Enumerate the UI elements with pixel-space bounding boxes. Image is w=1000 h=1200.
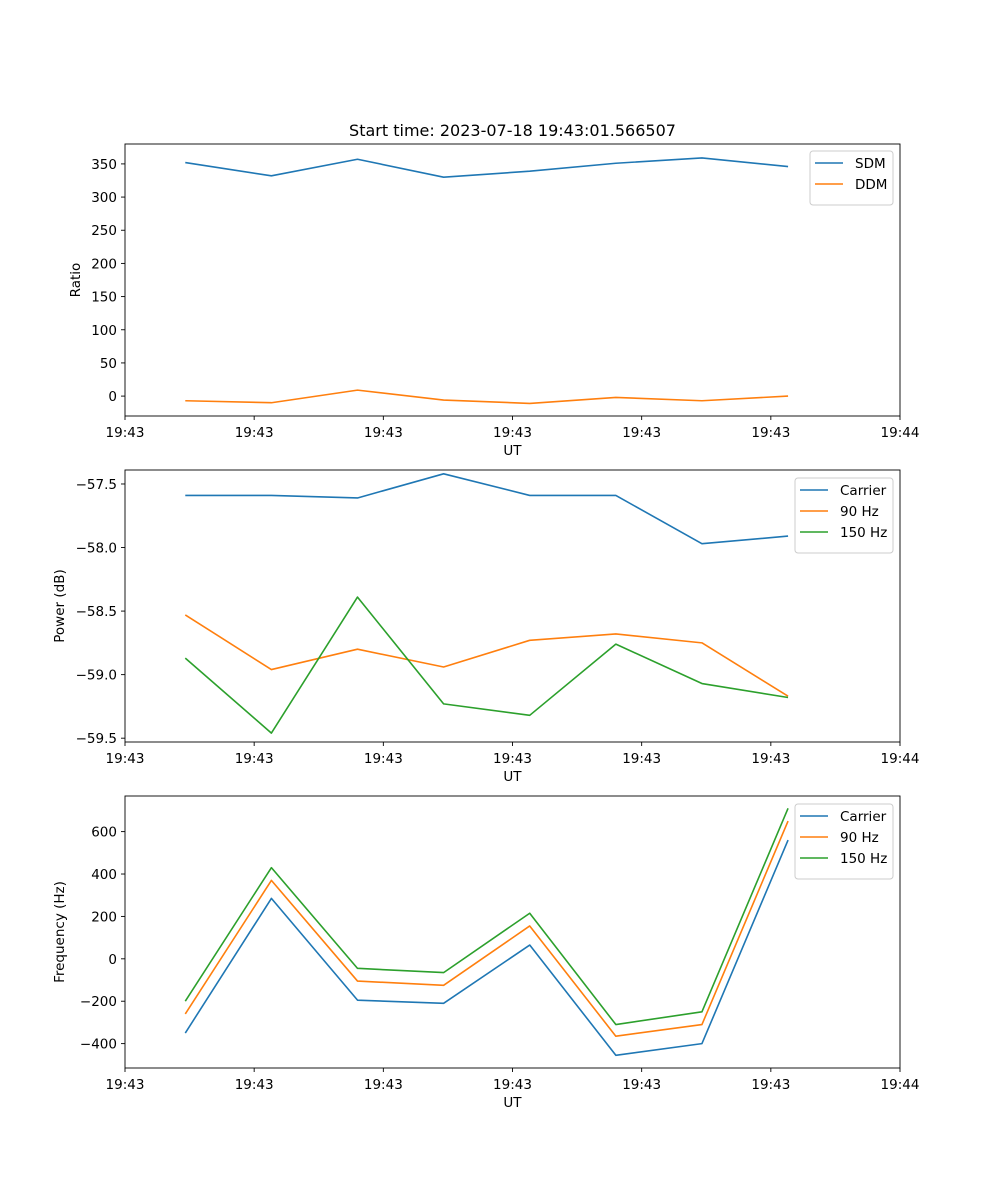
x-tick-label: 19:43 [364, 425, 403, 441]
axes-frame [124, 469, 901, 743]
chart-panel-3: 19:43 19:43 19:43 19:43 19:43 19:43 19:44 −400 −… [52, 795, 920, 1111]
x-tick-label: 19:44 [881, 751, 920, 767]
x-tick-label: 19:43 [235, 751, 274, 767]
y-tick-label: −59.0 [76, 668, 117, 684]
x-tick-label: 19:43 [751, 425, 790, 441]
legend-box [794, 803, 894, 880]
y-tick-label: 250 [91, 223, 117, 239]
x-tick-label: 19:43 [751, 751, 790, 767]
x-tick-label: 19:43 [622, 751, 661, 767]
x-tick-label: 19:43 [493, 1077, 532, 1093]
x-tick-label: 19:43 [493, 425, 532, 441]
x-tick-label: 19:44 [881, 425, 920, 441]
y-tick-label: −400 [80, 1037, 117, 1053]
y-tick-label: 300 [91, 190, 117, 206]
legend-label: SDM [855, 156, 886, 172]
x-tick-label: 19:43 [106, 751, 145, 767]
x-tick-label: 19:43 [235, 425, 274, 441]
y-tick-label: 200 [91, 909, 117, 925]
axes-frame [124, 795, 901, 1069]
y-tick-label: 600 [91, 825, 117, 841]
x-tick-label: 19:43 [364, 751, 403, 767]
x-axis-label: UT [503, 443, 522, 459]
series-line-150-hz [184, 596, 789, 734]
x-axis-label: UT [503, 769, 522, 785]
x-axis-label: UT [503, 1095, 522, 1111]
x-tick-label: 19:43 [235, 1077, 274, 1093]
legend: SDM DDM [809, 150, 894, 206]
axes-frame [124, 143, 901, 417]
chart-panel-1: Start time: 2023-07-18 19:43:01.566507 19… [68, 121, 919, 459]
y-tick-label: −58.0 [76, 541, 117, 557]
legend: Carrier 90 Hz 150 Hz [794, 477, 894, 554]
legend-label: 150 Hz [840, 525, 887, 541]
legend-label: Carrier [840, 483, 887, 499]
y-tick-label: 100 [91, 323, 117, 339]
legend-label: 90 Hz [840, 504, 879, 520]
legend-label: 150 Hz [840, 851, 887, 867]
series-line-90-hz [184, 820, 789, 1037]
legend-label: 90 Hz [840, 830, 879, 846]
legend: Carrier 90 Hz 150 Hz [794, 803, 894, 880]
legend-box [794, 477, 894, 554]
chart-title: Start time: 2023-07-18 19:43:01.566507 [349, 121, 676, 140]
x-tick-label: 19:43 [364, 1077, 403, 1093]
y-axis-label: Power (dB) [52, 569, 68, 642]
legend-label: DDM [855, 177, 887, 193]
legend-box [809, 150, 894, 206]
x-tick-label: 19:43 [622, 425, 661, 441]
y-tick-label: −58.5 [76, 604, 117, 620]
chart-panel-2: 19:43 19:43 19:43 19:43 19:43 19:43 19:44 −57.5… [52, 469, 920, 785]
x-tick-label: 19:43 [622, 1077, 661, 1093]
y-axis-label: Ratio [68, 263, 84, 298]
x-tick-label: 19:43 [493, 751, 532, 767]
series-line-sdm [185, 157, 789, 178]
x-tick-label: 19:43 [751, 1077, 790, 1093]
x-tick-label: 19:43 [106, 425, 145, 441]
y-tick-label: 0 [108, 952, 117, 968]
series-line-150-hz [184, 807, 789, 1026]
y-tick-label: 400 [91, 867, 117, 883]
y-tick-label: −59.5 [76, 731, 117, 747]
y-tick-label: 350 [91, 157, 117, 173]
y-tick-label: 50 [100, 356, 117, 372]
y-tick-label: 200 [91, 256, 117, 272]
y-tick-label: −200 [80, 994, 117, 1010]
series-line-90-hz [184, 614, 789, 697]
x-tick-label: 19:44 [881, 1077, 920, 1093]
series-line-carrier [185, 473, 789, 545]
x-tick-label: 19:43 [106, 1077, 145, 1093]
legend-label: Carrier [840, 809, 887, 825]
y-tick-label: 0 [108, 389, 117, 405]
y-tick-label: 150 [91, 290, 117, 306]
series-line-carrier [184, 839, 789, 1057]
y-axis-label: Frequency (Hz) [52, 881, 68, 983]
y-tick-label: −57.5 [76, 477, 117, 493]
series-line-ddm [185, 389, 789, 405]
